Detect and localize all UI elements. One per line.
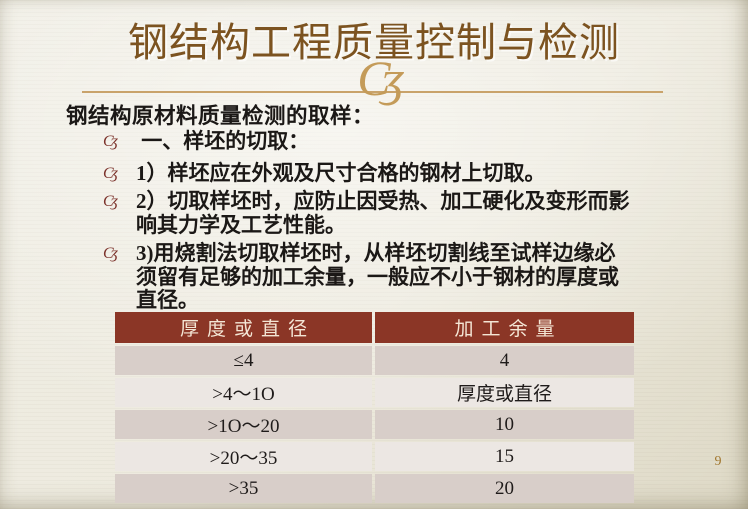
table-cell: 10 (375, 410, 634, 439)
table-cell: ≤4 (115, 346, 372, 375)
table-cell: >4～1O (115, 378, 372, 407)
table-header-cell: 加工余量 (375, 312, 634, 343)
table-cell: 4 (375, 346, 634, 375)
table-cell: >20～35 (115, 442, 372, 471)
bullet-line: 3)用烧割法切取样坯时，从样坯切割线至试样边缘必 (136, 241, 616, 265)
title-divider-line (82, 91, 663, 93)
bullet-line: 须留有足够的加工余量，一般应不小于钢材的厚度或 (136, 264, 619, 289)
bullet-line: 直径。 (136, 288, 199, 312)
bullet-item: Cʒ 1）样坯应在外观及尺寸合格的钢材上切取。 (103, 161, 546, 186)
bullet-line: 1）样坯应在外观及尺寸合格的钢材上切取。 (136, 161, 546, 185)
flourish-bullet-icon: Cʒ (103, 193, 118, 210)
flourish-ornament-icon: Cʒ (357, 50, 404, 106)
sampling-allowance-table: 厚度或直径 加工余量 ≤4 4 >4～1O 厚度或直径 >1O～20 10 >2… (115, 312, 634, 503)
bullet-item: Cʒ 一、样坯的切取： (103, 129, 310, 154)
intro-text: 钢结构原材料质量检测的取样： (66, 104, 375, 128)
table-header-cell: 厚度或直径 (115, 312, 372, 343)
table-cell: 20 (375, 474, 634, 503)
flourish-bullet-icon: Cʒ (103, 245, 118, 262)
bullet-item: Cʒ 3)用烧割法切取样坯时，从样坯切割线至试样边缘必 须留有足够的加工余量，一般… (103, 241, 619, 313)
table-cell: >35 (115, 474, 372, 503)
table-cell: 15 (375, 442, 634, 471)
page-number: 9 (714, 454, 722, 469)
bullet-line: 响其力学及工艺性能。 (136, 212, 346, 237)
bullet-line: 一、样坯的切取： (136, 129, 310, 153)
slide-title: 钢结构工程质量控制与检测 (128, 20, 620, 65)
table-cell: >1O～20 (115, 410, 372, 439)
table-cell: 厚度或直径 (375, 378, 634, 407)
bullet-item: Cʒ 2）切取样坯时，应防止因受热、加工硬化及变形而影 响其力学及工艺性能。 (103, 189, 630, 237)
flourish-bullet-icon: Cʒ (103, 165, 118, 182)
flourish-bullet-icon: Cʒ (103, 133, 118, 150)
bullet-line: 2）切取样坯时，应防止因受热、加工硬化及变形而影 (136, 189, 630, 213)
